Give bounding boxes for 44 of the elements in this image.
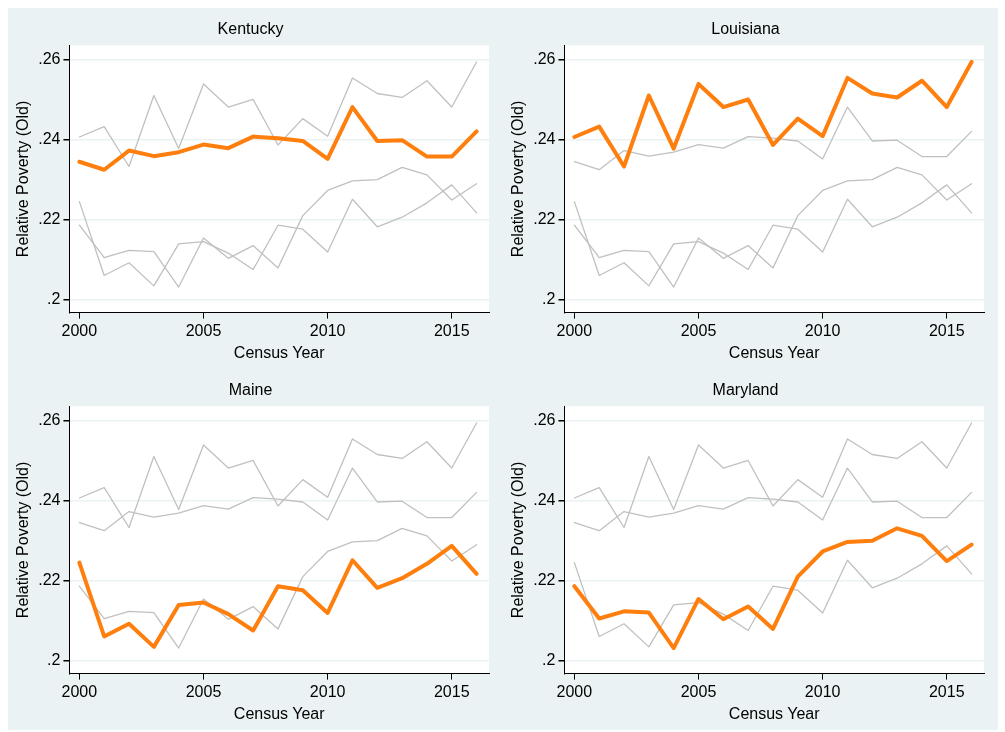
y-axis-title: Relative Poverty (Old) — [14, 461, 32, 619]
x-tick-label: 2000 — [556, 682, 593, 700]
y-tick-label: .2 — [542, 650, 556, 668]
y-tick-label: .24 — [38, 491, 61, 509]
y-tick-label: .2 — [47, 289, 61, 307]
y-tick-label: .2 — [542, 289, 556, 307]
x-tick-label: 2010 — [309, 321, 346, 339]
x-axis-title: Census Year — [728, 704, 821, 722]
y-tick-label: .26 — [533, 411, 556, 429]
x-tick-label: 2000 — [556, 321, 593, 339]
x-tick-label: 2005 — [680, 321, 717, 339]
x-tick-label: 2000 — [61, 321, 98, 339]
x-tick-label: 2005 — [185, 321, 222, 339]
y-tick-label: .26 — [38, 50, 61, 68]
y-axis-title: Relative Poverty (Old) — [509, 461, 527, 619]
y-axis-title: Relative Poverty (Old) — [14, 100, 32, 258]
y-axis-title: Relative Poverty (Old) — [509, 100, 527, 258]
chart-title: Kentucky — [217, 20, 284, 38]
x-tick-label: 2010 — [804, 682, 841, 700]
y-tick-label: .24 — [38, 130, 61, 148]
x-tick-label: 2015 — [928, 321, 965, 339]
chart-title: Maine — [228, 381, 273, 399]
x-axis-title: Census Year — [728, 343, 821, 361]
y-tick-label: .22 — [533, 210, 556, 228]
y-tick-label: .22 — [38, 210, 61, 228]
x-tick-label: 2015 — [433, 682, 470, 700]
x-axis-title: Census Year — [233, 343, 326, 361]
x-tick-label: 2010 — [804, 321, 841, 339]
x-tick-label: 2015 — [928, 682, 965, 700]
y-tick-label: .26 — [533, 50, 556, 68]
y-tick-label: .22 — [38, 571, 61, 589]
chart-title: Maryland — [712, 381, 779, 399]
y-tick-label: .26 — [38, 411, 61, 429]
y-tick-label: .22 — [533, 571, 556, 589]
y-tick-label: .2 — [47, 650, 61, 668]
y-tick-label: .24 — [533, 130, 556, 148]
x-tick-label: 2005 — [185, 682, 222, 700]
chart-title: Louisiana — [711, 20, 780, 38]
x-tick-label: 2015 — [433, 321, 470, 339]
x-tick-label: 2010 — [309, 682, 346, 700]
y-tick-label: .24 — [533, 491, 556, 509]
x-tick-label: 2005 — [680, 682, 717, 700]
x-tick-label: 2000 — [61, 682, 98, 700]
x-axis-title: Census Year — [233, 704, 326, 722]
